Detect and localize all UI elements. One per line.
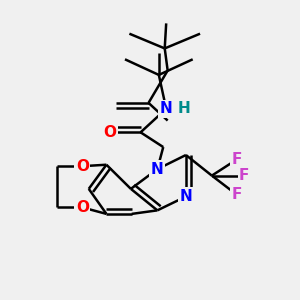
Text: O: O <box>76 159 89 174</box>
Text: F: F <box>239 168 249 183</box>
Text: F: F <box>232 187 242 202</box>
Text: H: H <box>178 101 191 116</box>
Text: F: F <box>232 152 242 167</box>
Text: N: N <box>179 189 192 204</box>
Text: O: O <box>104 125 117 140</box>
Text: O: O <box>76 200 89 215</box>
Text: N: N <box>151 162 164 177</box>
Text: N: N <box>159 101 172 116</box>
